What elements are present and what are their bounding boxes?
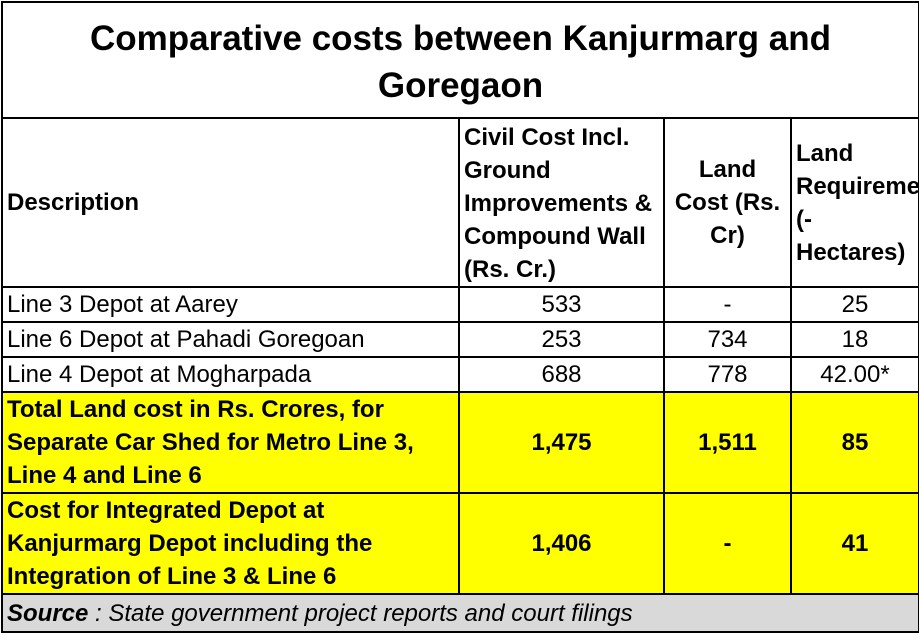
row-description: Line 6 Depot at Pahadi Goregoan [1,321,460,358]
integrated-depot-row: Cost for Integrated Depot at Kanjurmarg … [1,492,919,595]
row-land-cost: - [663,492,792,595]
header-land-cost: Land Cost (Rs. Cr) [663,117,792,288]
header-row: Description Civil Cost Incl. Ground Impr… [1,117,919,288]
source-row: Source : State government project report… [1,593,919,633]
row-civil-cost: 253 [458,321,665,358]
table-row: Line 3 Depot at Aarey 533 - 25 [1,286,919,323]
row-description: Cost for Integrated Depot at Kanjurmarg … [1,492,460,595]
row-land-requirement: 41 [790,492,919,595]
header-civil-cost: Civil Cost Incl. Ground Improvements & C… [458,117,665,288]
row-description: Line 4 Depot at Mogharpada [1,356,460,393]
row-description: Line 3 Depot at Aarey [1,286,460,323]
header-land-requirement: Land Requirement (- Hectares) [790,117,919,288]
source-text: : State government project reports and c… [88,599,633,627]
title-row: Comparative costs between Kanjurmarg and… [1,1,919,119]
row-land-cost: 1,511 [663,391,792,494]
row-civil-cost: 533 [458,286,665,323]
row-land-requirement: 85 [790,391,919,494]
source-label: Source [7,599,89,627]
total-separate-row: Total Land cost in Rs. Crores, for Separ… [1,391,919,494]
row-land-requirement: 42.00* [790,356,919,393]
row-land-requirement: 18 [790,321,919,358]
row-land-cost: 778 [663,356,792,393]
row-civil-cost: 1,475 [458,391,665,494]
row-land-cost: - [663,286,792,323]
header-description: Description [1,117,460,288]
table-row: Line 4 Depot at Mogharpada 688 778 42.00… [1,356,919,393]
table-row: Line 6 Depot at Pahadi Goregoan 253 734 … [1,321,919,358]
row-land-requirement: 25 [790,286,919,323]
row-land-cost: 734 [663,321,792,358]
row-description: Total Land cost in Rs. Crores, for Separ… [1,391,460,494]
row-civil-cost: 1,406 [458,492,665,595]
source-note: Source : State government project report… [1,593,919,633]
table-title: Comparative costs between Kanjurmarg and… [1,1,919,119]
row-civil-cost: 688 [458,356,665,393]
